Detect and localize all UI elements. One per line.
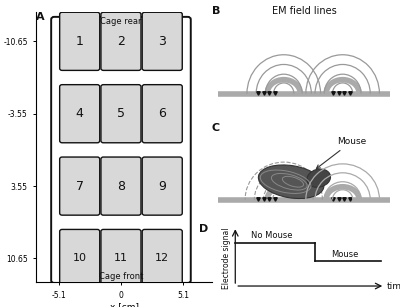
- Text: D: D: [199, 224, 208, 234]
- FancyBboxPatch shape: [101, 229, 141, 288]
- Text: 11: 11: [114, 254, 128, 263]
- FancyBboxPatch shape: [101, 157, 141, 215]
- Text: 12: 12: [155, 254, 169, 263]
- Text: No Mouse: No Mouse: [251, 231, 292, 240]
- Text: 3: 3: [158, 35, 166, 48]
- FancyBboxPatch shape: [142, 157, 182, 215]
- FancyBboxPatch shape: [142, 229, 182, 288]
- FancyBboxPatch shape: [142, 12, 182, 70]
- Text: 5: 5: [117, 107, 125, 120]
- FancyBboxPatch shape: [60, 229, 100, 288]
- FancyBboxPatch shape: [60, 85, 100, 143]
- FancyBboxPatch shape: [142, 85, 182, 143]
- Text: Cage front: Cage front: [99, 272, 143, 282]
- Text: 1: 1: [76, 35, 84, 48]
- Text: B: B: [212, 6, 220, 16]
- Text: 8: 8: [117, 180, 125, 192]
- FancyBboxPatch shape: [101, 12, 141, 70]
- FancyBboxPatch shape: [101, 85, 141, 143]
- Text: Mouse: Mouse: [331, 250, 358, 259]
- Text: 6: 6: [158, 107, 166, 120]
- Text: 9: 9: [158, 180, 166, 192]
- X-axis label: x [cm]: x [cm]: [110, 303, 138, 307]
- Text: 4: 4: [76, 107, 84, 120]
- Text: EM field lines: EM field lines: [272, 6, 336, 16]
- Text: 2: 2: [117, 35, 125, 48]
- Text: 10: 10: [73, 254, 87, 263]
- Ellipse shape: [307, 169, 330, 187]
- Ellipse shape: [258, 165, 324, 199]
- FancyBboxPatch shape: [60, 12, 100, 70]
- Text: Cage rear: Cage rear: [100, 17, 142, 26]
- Text: 7: 7: [76, 180, 84, 192]
- Text: time: time: [386, 282, 400, 290]
- Text: Electrode signal: Electrode signal: [222, 227, 231, 289]
- Text: Mouse: Mouse: [316, 137, 366, 169]
- FancyBboxPatch shape: [51, 17, 191, 283]
- Text: C: C: [212, 123, 220, 133]
- Text: A: A: [36, 12, 45, 22]
- FancyBboxPatch shape: [60, 157, 100, 215]
